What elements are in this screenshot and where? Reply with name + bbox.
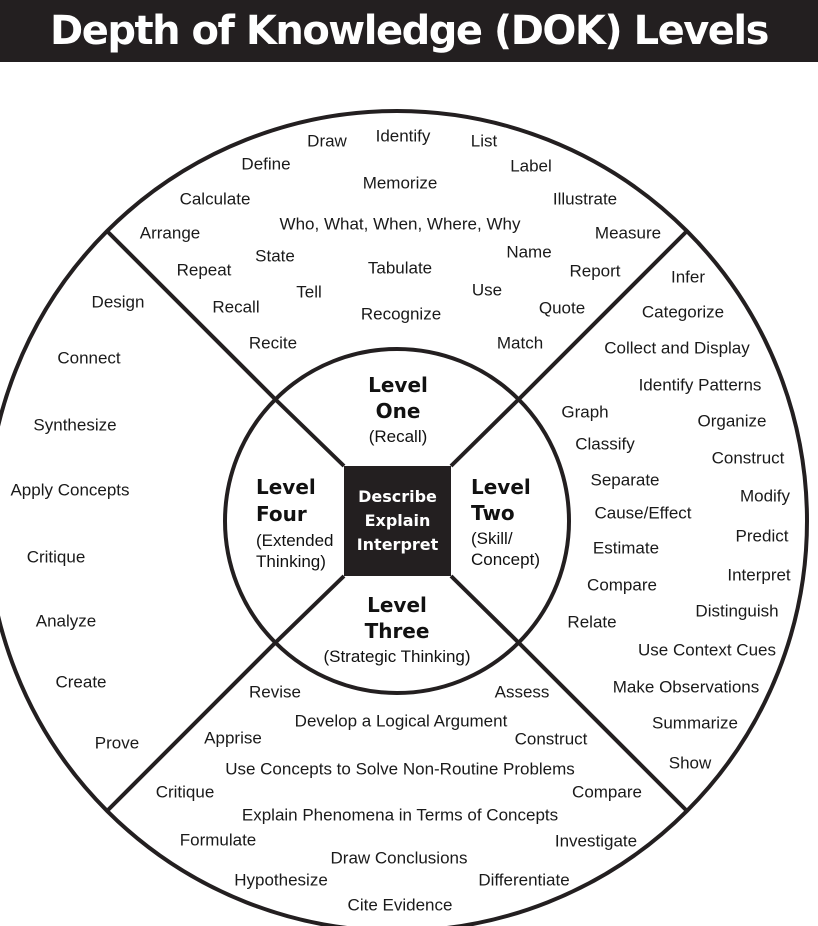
recall-word: Name [506, 242, 552, 262]
strategic-thinking-word: Differentiate [478, 870, 570, 890]
skill-concept-word: Identify Patterns [638, 375, 762, 395]
skill-concept-word: Modify [739, 486, 791, 506]
level-two-title-line: Two [471, 501, 515, 525]
recall-word: Use [471, 280, 503, 300]
level-one-title-line: One [375, 399, 421, 423]
level-four-title-line: Level [256, 475, 316, 499]
strategic-thinking-word: Apprise [204, 728, 262, 748]
recall-word: Identify [375, 126, 431, 146]
recall-word: Repeat [176, 260, 232, 280]
skill-concept-word: Cause/Effect [594, 503, 692, 523]
level-four-title-line: Four [256, 502, 307, 526]
recall-word: Recall [212, 297, 260, 317]
level-three-title-line: Level [367, 593, 427, 617]
skill-concept-word: Compare [587, 575, 657, 595]
recall-word: Define [241, 154, 291, 174]
level-three-title-line: Three [364, 619, 430, 643]
strategic-thinking-word: Explain Phenomena in Terms of Concepts [241, 805, 559, 825]
strategic-thinking-word: Investigate [554, 831, 638, 851]
recall-word: Match [496, 333, 544, 353]
skill-concept-word: Show [668, 753, 712, 773]
skill-concept-word: Use Context Cues [638, 640, 776, 660]
strategic-thinking-word: Formulate [179, 830, 257, 850]
recall-word: Calculate [179, 189, 251, 209]
extended-thinking-word: Analyze [35, 611, 97, 631]
recall-word: Quote [538, 298, 586, 318]
recall-word: Illustrate [552, 189, 618, 209]
level-one-label: Level One (Recall) [368, 372, 428, 447]
extended-thinking-word: Apply Concepts [10, 480, 130, 500]
level-two-title-line: Level [471, 475, 531, 499]
center-box: Describe Explain Interpret [344, 466, 451, 576]
level-one-title-line: Level [368, 373, 428, 397]
recall-word: List [470, 131, 498, 151]
strategic-thinking-word: Use Concepts to Solve Non-Routine Proble… [225, 759, 575, 779]
strategic-thinking-word: Cite Evidence [347, 895, 453, 915]
recall-word: Memorize [362, 173, 438, 193]
recall-word: Measure [594, 223, 662, 243]
center-word: Describe [358, 487, 437, 506]
level-four-subtitle-line: Thinking) [256, 552, 326, 571]
extended-thinking-word: Create [55, 672, 107, 692]
extended-thinking-word: Synthesize [33, 415, 117, 435]
recall-word: Recognize [360, 304, 442, 324]
extended-thinking-word: Connect [57, 348, 121, 368]
recall-word: Label [510, 156, 552, 176]
level-three-subtitle: (Strategic Thinking) [323, 647, 471, 666]
skill-concept-word: Predict [735, 526, 789, 546]
skill-concept-word: Graph [561, 402, 609, 422]
level-four-subtitle-line: (Extended [256, 531, 334, 550]
extended-thinking-word: Design [91, 292, 145, 312]
skill-concept-word: Estimate [592, 538, 660, 558]
recall-word: Arrange [139, 223, 201, 243]
inner-divider-upper-left [273, 397, 346, 468]
skill-concept-word: Make Observations [612, 677, 760, 697]
strategic-thinking-word: Compare [572, 782, 642, 802]
outer-circle [0, 109, 809, 926]
recall-word: Tabulate [367, 258, 433, 278]
skill-concept-word: Organize [697, 411, 767, 431]
level-four-label: Level Four (Extended Thinking) [256, 474, 334, 572]
level-two-subtitle-line: Concept) [471, 550, 540, 569]
skill-concept-word: Collect and Display [604, 338, 750, 358]
strategic-thinking-word: Construct [514, 729, 588, 749]
inner-divider-upper-right [449, 397, 521, 468]
skill-concept-word: Construct [711, 448, 785, 468]
skill-concept-word: Infer [670, 267, 706, 287]
recall-word: Who, What, When, Where, Why [279, 214, 521, 234]
level-two-label: Level Two (Skill/ Concept) [471, 474, 540, 570]
level-two-subtitle-line: (Skill/ [471, 529, 513, 548]
skill-concept-word: Separate [590, 470, 660, 490]
skill-concept-word: Classify [575, 434, 635, 454]
page-title: Depth of Knowledge (DOK) Levels [50, 8, 769, 54]
skill-concept-word: Categorize [641, 302, 725, 322]
skill-concept-word: Relate [567, 612, 617, 632]
strategic-thinking-word: Revise [249, 682, 301, 702]
center-word: Interpret [356, 535, 439, 554]
skill-concept-word: Interpret [727, 565, 791, 585]
inner-divider-lower-left [273, 574, 346, 645]
title-bar: Depth of Knowledge (DOK) Levels [0, 0, 818, 62]
inner-circle [223, 347, 571, 695]
level-one-subtitle: (Recall) [368, 427, 428, 446]
recall-word: Recite [248, 333, 298, 353]
strategic-thinking-word: Hypothesize [234, 870, 328, 890]
strategic-thinking-word: Draw Conclusions [330, 848, 468, 868]
inner-divider-lower-right [449, 574, 521, 645]
recall-word: State [255, 246, 295, 266]
level-three-label: Level Three (Strategic Thinking) [323, 592, 470, 667]
extended-thinking-word: Prove [94, 733, 140, 753]
center-word: Explain [364, 511, 431, 530]
recall-word: Draw [307, 131, 347, 151]
strategic-thinking-word: Assess [494, 682, 550, 702]
strategic-thinking-word: Critique [155, 782, 215, 802]
skill-concept-word: Distinguish [695, 601, 779, 621]
recall-word: Tell [296, 282, 322, 302]
strategic-thinking-word: Develop a Logical Argument [294, 711, 508, 731]
skill-concept-word: Summarize [652, 713, 738, 733]
recall-word: Report [569, 261, 621, 281]
extended-thinking-word: Critique [26, 547, 86, 567]
